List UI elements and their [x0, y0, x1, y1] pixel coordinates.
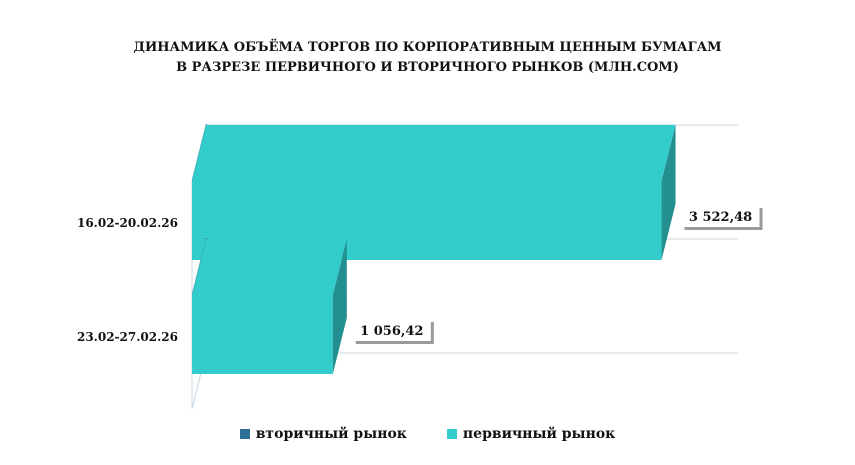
data-label-box — [681, 205, 760, 227]
chart-title: ДИНАМИКА ОБЪЁМА ТОРГОВ ПО КОРПОРАТИВНЫМ … — [0, 38, 855, 78]
legend-item-secondary: вторичный рынок — [239, 426, 407, 442]
data-label: 1 056,42 — [360, 324, 423, 339]
legend-swatch-primary — [446, 429, 457, 439]
chart-legend: вторичный рынок первичный рынок — [0, 426, 855, 442]
chart-title-line-2: В РАЗРЕЗЕ ПЕРВИЧНОГО И ВТОРИЧНОГО РЫНКОВ… — [176, 60, 679, 75]
data-label: 3 522,48 — [689, 210, 752, 225]
category-label: 23.02-27.02.26 — [77, 330, 178, 344]
bar-top-face — [192, 239, 347, 295]
bar-front-face — [192, 295, 333, 374]
category-label: 16.02-20.02.26 — [77, 216, 178, 230]
legend-swatch-secondary — [239, 429, 250, 439]
legend-item-primary: первичный рынок — [446, 426, 616, 442]
bar-top-face — [192, 125, 676, 181]
legend-label-secondary: вторичный рынок — [255, 426, 407, 442]
bar-side-face — [661, 125, 676, 260]
legend-label-primary: первичный рынок — [462, 426, 616, 442]
bar-side-face — [332, 239, 347, 374]
chart-title-line-1: ДИНАМИКА ОБЪЁМА ТОРГОВ ПО КОРПОРАТИВНЫМ … — [133, 40, 722, 55]
data-label-box — [352, 319, 431, 341]
